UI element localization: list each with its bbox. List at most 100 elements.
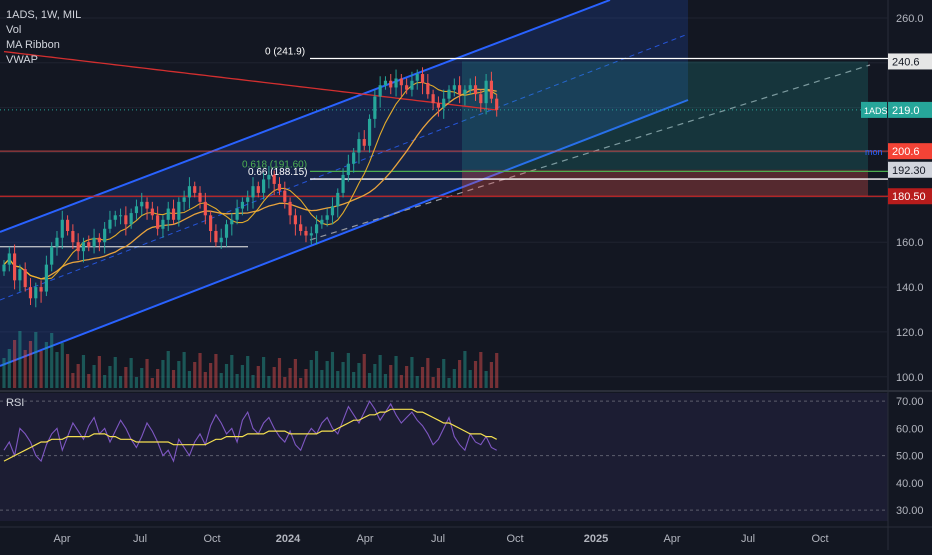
fib-level-label: 0.66 (188.15) bbox=[248, 167, 308, 178]
candle-body bbox=[129, 213, 133, 225]
price-tick-label: 160.0 bbox=[896, 237, 924, 249]
channel-upper-line bbox=[0, 0, 611, 233]
candle-body bbox=[495, 98, 499, 110]
volume-bar bbox=[336, 371, 340, 388]
volume-bar bbox=[325, 361, 329, 388]
volume-bar bbox=[473, 361, 478, 388]
fib-level-label: 0.618 (191.60) bbox=[242, 159, 307, 170]
price-tick-label: 120.0 bbox=[896, 327, 924, 339]
volume-bar bbox=[420, 367, 425, 388]
volume-bar bbox=[314, 351, 319, 388]
candle-body bbox=[92, 237, 96, 247]
candle-body bbox=[330, 206, 335, 216]
legend-symbol[interactable]: 1ADS, 1W, MIL bbox=[6, 9, 82, 21]
volume-bar bbox=[171, 370, 176, 388]
candle-body bbox=[103, 228, 107, 243]
candle-body bbox=[97, 237, 101, 243]
candle-body bbox=[394, 78, 398, 88]
volume-bar bbox=[129, 358, 133, 388]
candle-body bbox=[293, 215, 297, 225]
volume-bar bbox=[161, 360, 165, 388]
volume-bar bbox=[283, 377, 287, 388]
volume-bar bbox=[293, 359, 297, 388]
rsi-tick-label: 50.00 bbox=[896, 451, 924, 463]
volume-bar bbox=[442, 359, 446, 388]
candle-body bbox=[140, 201, 144, 207]
channel-lower-line bbox=[0, 99, 689, 367]
price-axis-label-bg bbox=[888, 53, 932, 70]
rsi-label[interactable]: RSI bbox=[6, 397, 25, 409]
time-tick-label: Jul bbox=[133, 533, 147, 545]
candle-body bbox=[214, 231, 218, 243]
candle-body bbox=[399, 78, 403, 86]
volume-bar bbox=[246, 356, 250, 388]
volume-bar bbox=[320, 370, 324, 388]
legend-vwap[interactable]: VWAP bbox=[6, 54, 38, 66]
volume-bar bbox=[182, 352, 186, 388]
candle-body bbox=[44, 264, 48, 292]
legend: 1ADS, 1W, MIL Vol MA Ribbon VWAP bbox=[6, 8, 81, 68]
symbol-tag-bg bbox=[861, 101, 887, 118]
candle-body bbox=[410, 80, 414, 90]
candle-body bbox=[362, 139, 366, 146]
volume-bar bbox=[118, 376, 123, 388]
candle-body bbox=[7, 253, 11, 265]
candle-body bbox=[309, 233, 313, 236]
candle-body bbox=[124, 215, 128, 225]
volume-bar bbox=[81, 355, 86, 388]
candle-body bbox=[55, 237, 59, 247]
time-tick-label: Jul bbox=[741, 533, 755, 545]
volume-bar bbox=[346, 353, 350, 388]
price-axis-label-bg bbox=[888, 188, 932, 205]
volume-bar bbox=[97, 356, 101, 388]
candle-body bbox=[193, 186, 197, 193]
candle-body bbox=[2, 264, 6, 272]
candle-body bbox=[156, 215, 160, 229]
candle-body bbox=[256, 186, 260, 193]
candle-body bbox=[171, 208, 176, 220]
volume-bar bbox=[468, 370, 472, 388]
volume-bar bbox=[489, 362, 493, 388]
candle-body bbox=[23, 269, 27, 288]
volume-bar bbox=[341, 362, 345, 388]
candle-body bbox=[150, 208, 154, 216]
volume-bar bbox=[272, 367, 276, 388]
candle-body bbox=[13, 253, 17, 281]
price-tick-label: 260.0 bbox=[896, 13, 924, 25]
volume-bar bbox=[150, 378, 154, 388]
volume-bar bbox=[389, 365, 393, 388]
target-zone bbox=[462, 61, 868, 170]
candle-body bbox=[389, 80, 393, 88]
volume-bar bbox=[44, 342, 48, 388]
price-axis-label-bg bbox=[888, 143, 932, 160]
volume-bar bbox=[87, 374, 91, 388]
candle-body bbox=[357, 139, 361, 153]
volume-bar bbox=[65, 354, 70, 388]
candle-body bbox=[166, 208, 170, 220]
candle-body bbox=[489, 80, 493, 99]
symbol-tag-label: 1ADS bbox=[864, 106, 888, 116]
volume-bar bbox=[214, 354, 218, 388]
channel-median-line bbox=[0, 33, 689, 301]
volume-bar bbox=[203, 372, 207, 388]
price-axis-label: 192.30 bbox=[892, 165, 926, 177]
candle-body bbox=[230, 219, 234, 225]
candle-body bbox=[304, 231, 308, 236]
legend-vol[interactable]: Vol bbox=[6, 24, 22, 36]
volume-bar bbox=[309, 360, 313, 388]
price-axis-label: 200.6 bbox=[892, 146, 920, 158]
volume-bar bbox=[251, 375, 255, 388]
volume-bar bbox=[145, 359, 149, 388]
volume-bar bbox=[426, 358, 430, 388]
candle-body bbox=[458, 85, 462, 95]
legend-ma-ribbon[interactable]: MA Ribbon bbox=[6, 39, 60, 51]
volume-bar bbox=[463, 351, 467, 388]
candle-body bbox=[452, 85, 456, 90]
candles bbox=[2, 67, 499, 308]
candle-body bbox=[463, 89, 467, 95]
volume-bar bbox=[7, 349, 11, 388]
candle-body bbox=[378, 85, 382, 97]
candle-body bbox=[436, 103, 441, 108]
